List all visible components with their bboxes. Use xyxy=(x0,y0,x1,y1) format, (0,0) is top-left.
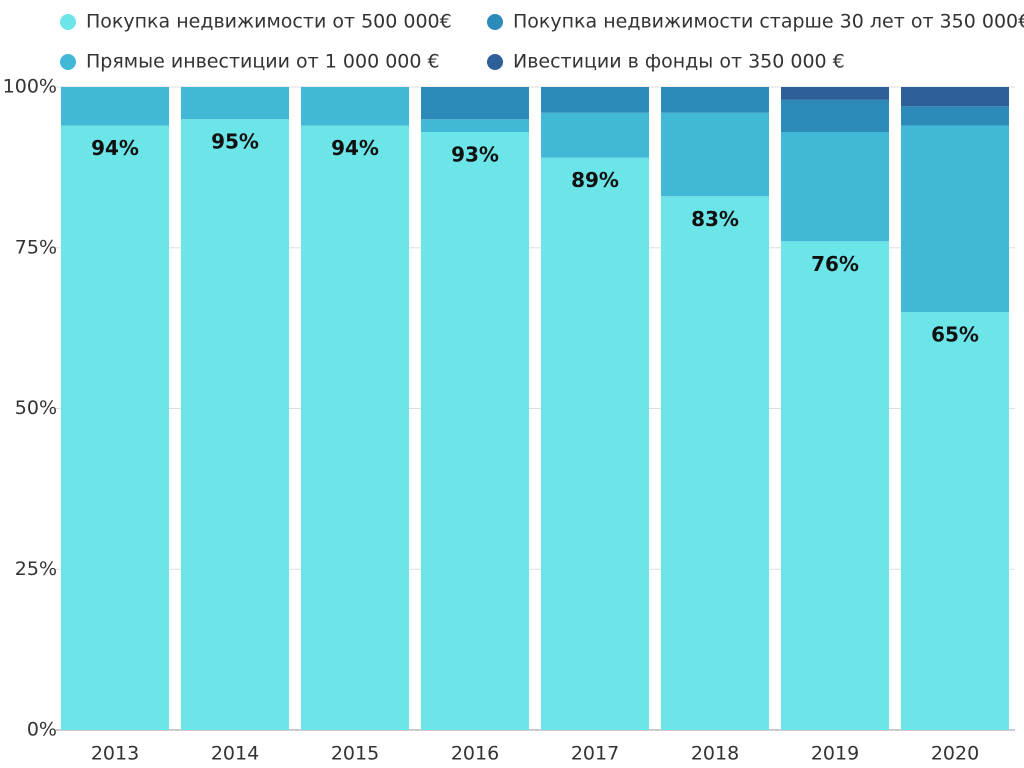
y-tick-label: 25% xyxy=(15,558,57,580)
data-label: 93% xyxy=(451,143,499,167)
bar-segment xyxy=(421,119,529,133)
x-tick-label: 2013 xyxy=(91,743,139,765)
x-tick-label: 2014 xyxy=(211,743,259,765)
bar-segment xyxy=(181,87,289,120)
x-tick-label: 2019 xyxy=(811,743,859,765)
bar-segment xyxy=(541,87,649,113)
x-tick-label: 2020 xyxy=(931,743,979,765)
data-label: 94% xyxy=(91,136,139,160)
legend-label: Покупка недвижимости старше 30 лет от 35… xyxy=(513,11,1024,33)
bar-segment xyxy=(661,112,769,197)
bar-segment xyxy=(781,241,889,730)
bar-segment xyxy=(301,87,409,126)
legend-label: Ивестиции в фонды от 350 000 € xyxy=(513,51,845,73)
bar-segment xyxy=(781,132,889,242)
legend-label: Прямые инвестиции от 1 000 000 € xyxy=(86,51,440,73)
data-label: 83% xyxy=(691,207,739,231)
data-label: 76% xyxy=(811,252,859,276)
bar-segment xyxy=(541,157,649,731)
bar-segment xyxy=(541,112,649,158)
bar-segment xyxy=(901,106,1009,126)
bar-segment xyxy=(181,119,289,730)
bar-segment xyxy=(901,87,1009,107)
data-label: 89% xyxy=(571,168,619,192)
legend-marker xyxy=(487,14,503,30)
bar-segment xyxy=(61,87,169,126)
y-tick-label: 75% xyxy=(15,236,57,258)
y-tick-label: 0% xyxy=(27,719,57,741)
legend-marker xyxy=(60,54,76,70)
bar-segment xyxy=(781,99,889,133)
y-tick-label: 50% xyxy=(15,397,57,419)
data-label: 65% xyxy=(931,323,979,347)
x-tick-label: 2017 xyxy=(571,743,619,765)
bar-segment xyxy=(61,125,169,730)
bar-segment xyxy=(781,87,889,100)
x-tick-label: 2016 xyxy=(451,743,499,765)
legend-marker xyxy=(487,54,503,70)
legend-marker xyxy=(60,14,76,30)
bar-segment xyxy=(661,87,769,113)
x-tick-label: 2015 xyxy=(331,743,379,765)
legend-label: Покупка недвижимости от 500 000€ xyxy=(86,11,452,33)
bar-segment xyxy=(661,196,769,730)
data-label: 95% xyxy=(211,130,259,154)
bar-segment xyxy=(901,125,1009,313)
bar-segment xyxy=(421,132,529,730)
bar-segment xyxy=(301,125,409,730)
x-tick-label: 2018 xyxy=(691,743,739,765)
data-label: 94% xyxy=(331,136,379,160)
bar-segment xyxy=(421,87,529,120)
bar-segment xyxy=(901,312,1009,730)
y-tick-label: 100% xyxy=(3,76,57,98)
